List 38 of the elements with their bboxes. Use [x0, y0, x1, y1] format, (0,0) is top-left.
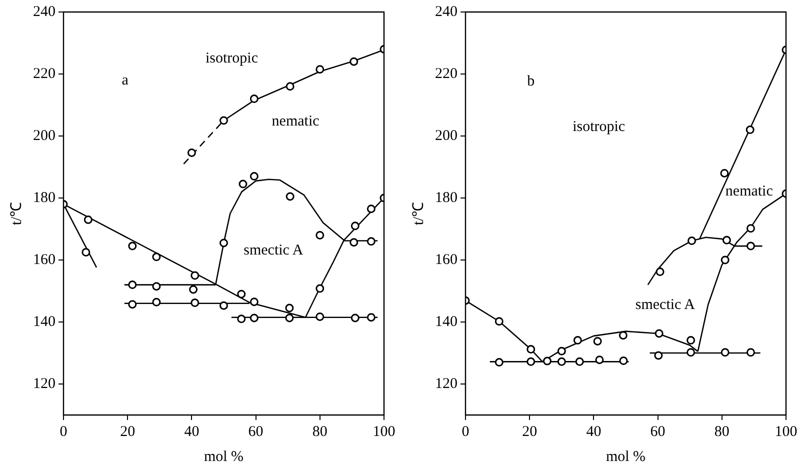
y-tick-label: 240: [435, 4, 458, 20]
annotation: b: [527, 73, 535, 90]
x-tick-label: 60: [650, 424, 666, 440]
y-tick-label: 120: [435, 376, 458, 392]
y-axis-title: t/℃: [410, 202, 427, 226]
x-tick-label: 80: [714, 424, 730, 440]
y-tick-label: 180: [435, 190, 458, 206]
annotation: nematic: [272, 114, 320, 130]
x-tick-label: 40: [184, 424, 200, 440]
x-tick-label: 100: [372, 424, 396, 440]
x-tick-label: 40: [586, 424, 602, 440]
x-tick-label: 0: [462, 424, 470, 440]
x-tick-label: 20: [522, 424, 538, 440]
annotation: isotropic: [572, 118, 626, 135]
y-tick-label: 160: [33, 252, 56, 268]
y-tick-label: 160: [435, 252, 458, 268]
annotation: smectic A: [635, 296, 696, 313]
y-tick-label: 140: [435, 314, 458, 330]
x-tick-label: 20: [120, 424, 136, 440]
annotation: smectic A: [244, 242, 304, 259]
y-tick-label: 220: [435, 66, 458, 82]
y-tick-label: 140: [33, 314, 56, 330]
y-tick-label: 120: [33, 376, 56, 392]
x-axis-title: mol %: [606, 448, 646, 465]
x-tick-label: 80: [312, 424, 328, 440]
x-tick-label: 60: [248, 424, 264, 440]
y-tick-label: 180: [33, 190, 56, 206]
annotation: isotropic: [206, 50, 258, 66]
x-tick-label: 0: [60, 424, 68, 440]
x-axis-title: mol %: [204, 448, 244, 465]
y-tick-label: 200: [33, 128, 56, 144]
x-tick-label: 100: [774, 424, 798, 440]
y-tick-label: 240: [33, 4, 56, 20]
annotation: nematic: [725, 183, 774, 200]
y-tick-label: 200: [435, 128, 458, 144]
y-tick-label: 220: [33, 66, 56, 82]
y-axis-title: t/℃: [8, 202, 25, 226]
annotation: a: [122, 72, 129, 88]
